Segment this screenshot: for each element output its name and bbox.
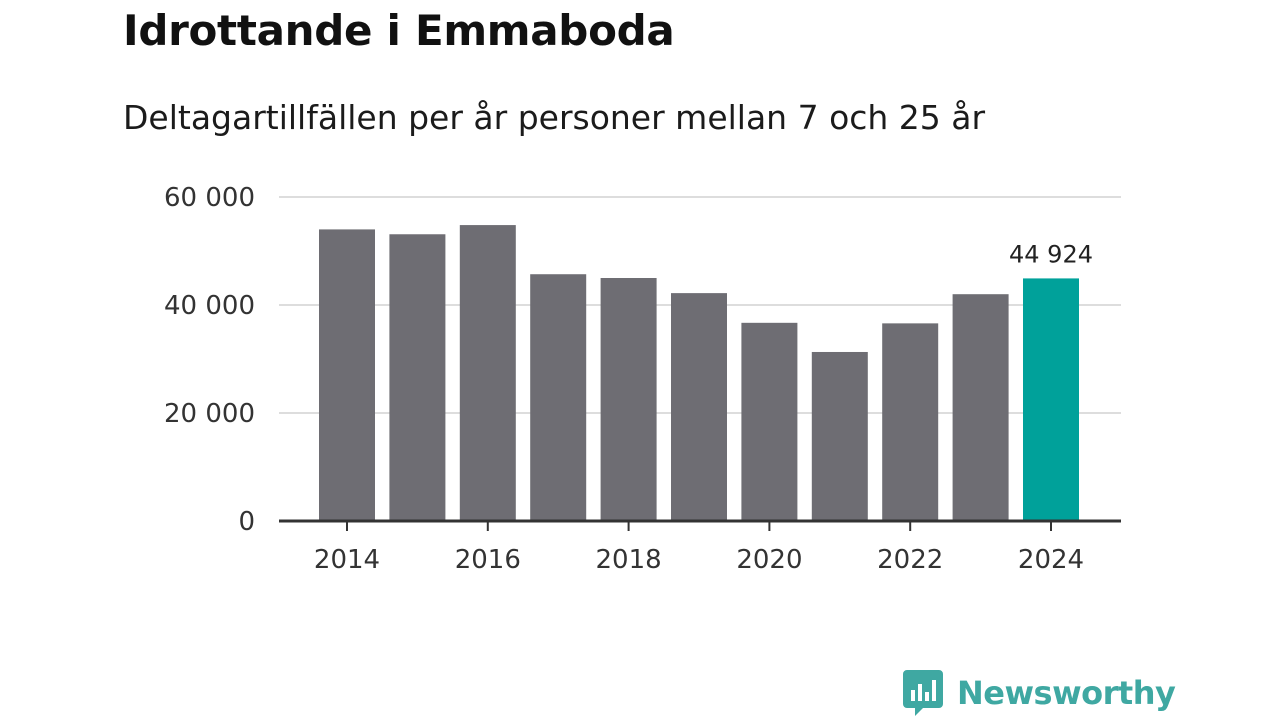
chart-title: Idrottande i Emmaboda (123, 6, 675, 55)
y-tick-label: 20 000 (164, 399, 255, 429)
bars (319, 225, 1079, 521)
bar (600, 278, 657, 521)
x-tick-label: 2016 (455, 545, 521, 575)
x-tick-label: 2018 (596, 545, 662, 575)
y-tick-label: 60 000 (164, 183, 255, 213)
x-tick-label: 2014 (314, 545, 380, 575)
bar (530, 274, 587, 521)
bar-highlight (1023, 278, 1079, 521)
y-axis-tick-labels: 0 20 000 40 000 60 000 (164, 183, 255, 537)
x-axis (279, 519, 1121, 531)
brand-name: Newsworthy (957, 674, 1176, 712)
bar (952, 294, 1009, 521)
x-tick-label: 2022 (877, 545, 943, 575)
data-labels: 44 924 (1009, 240, 1093, 268)
bar (882, 323, 939, 521)
bar (459, 225, 516, 521)
bar (671, 293, 727, 521)
data-label: 44 924 (1009, 240, 1093, 268)
newsworthy-logo-icon (903, 670, 943, 716)
newsworthy-logo: Newsworthy (903, 670, 1176, 716)
x-tick-label: 2024 (1018, 545, 1084, 575)
bar (389, 234, 446, 521)
bar (741, 322, 798, 521)
bar (811, 351, 868, 521)
x-tick-label: 2020 (736, 545, 802, 575)
y-tick-label: 0 (238, 507, 255, 537)
x-axis-tick-labels: 2014 2016 2018 2020 2022 2024 (314, 545, 1084, 575)
bar-chart: 0 20 000 40 000 60 000 2014 2016 2018 2020 2022… (164, 183, 1121, 575)
chart-subtitle: Deltagartillfällen per år personer mella… (123, 98, 986, 137)
bar (319, 229, 375, 521)
y-tick-label: 40 000 (164, 291, 255, 321)
